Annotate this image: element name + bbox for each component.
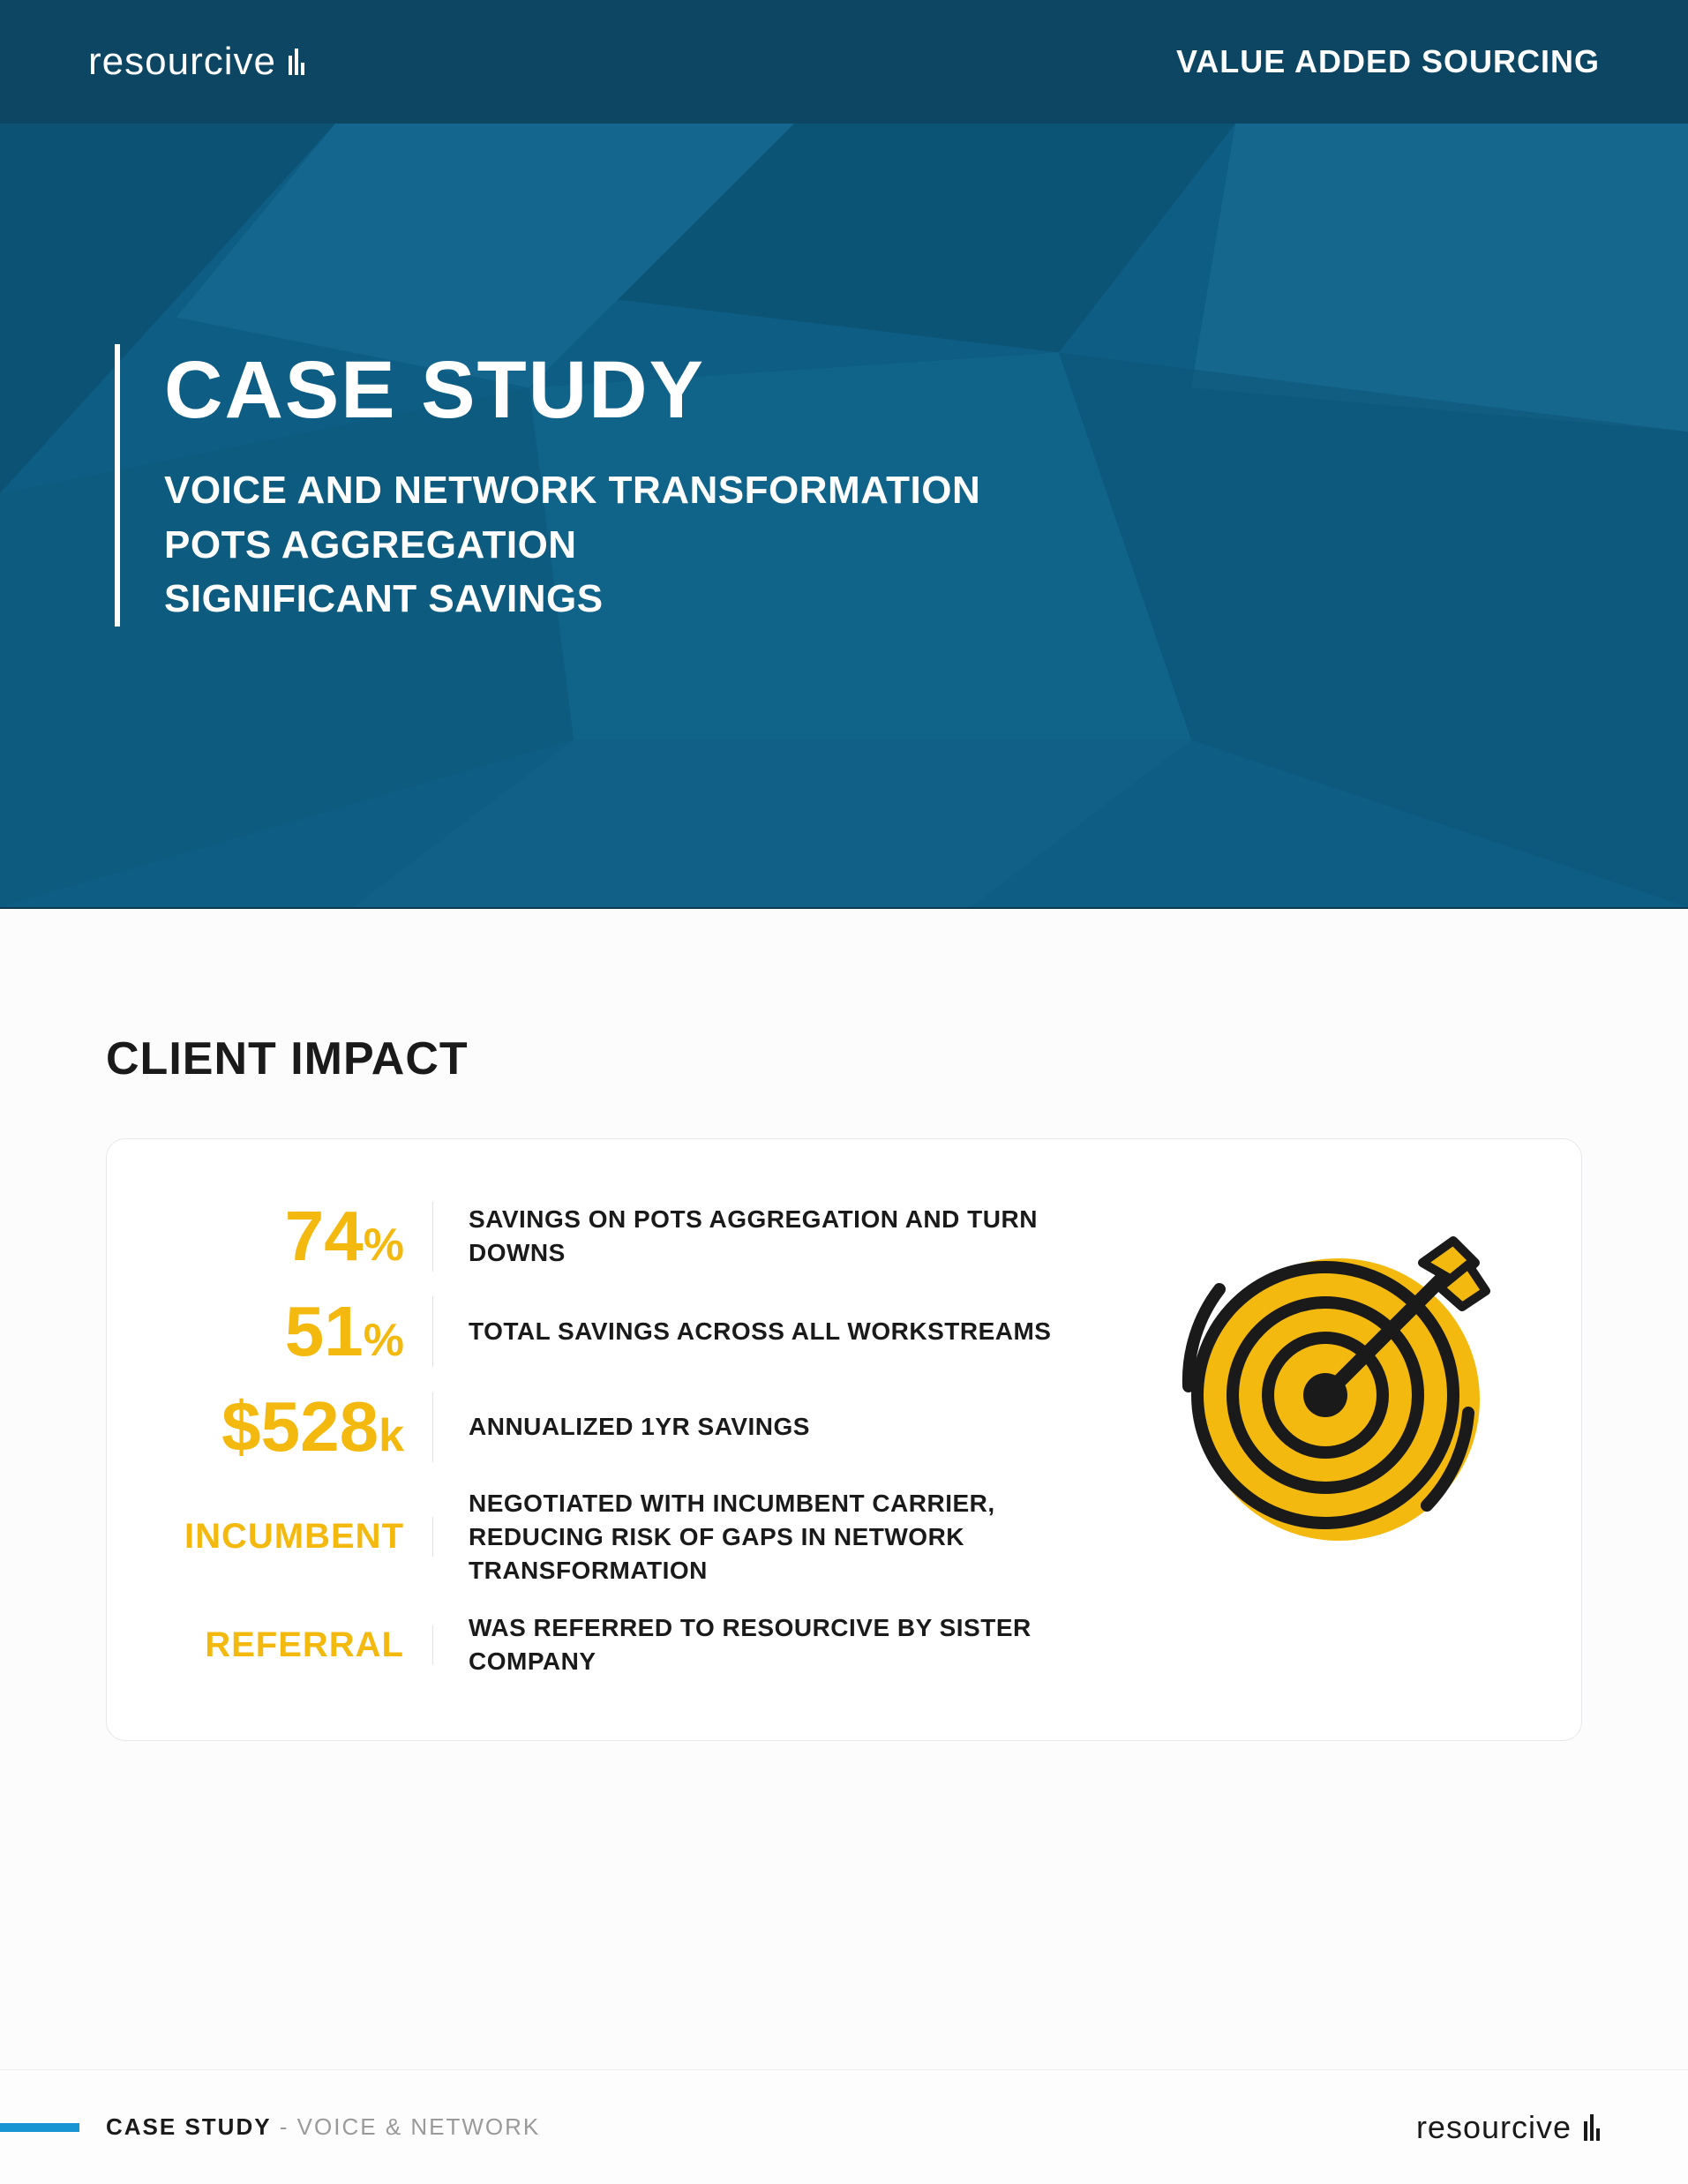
stat-row: REFERRAL WAS REFERRED TO RESOURCIVE BY SI… [160,1611,1087,1678]
stat-desc: ANNUALIZED 1YR SAVINGS [469,1410,1087,1444]
stat-desc: WAS REFERRED TO RESOURCIVE BY SISTER COM… [469,1611,1087,1678]
hero-subtitle: VOICE AND NETWORK TRANSFORMATIONPOTS AGG… [164,463,980,627]
header-tagline: VALUE ADDED SOURCING [1176,43,1600,80]
target-icon [1158,1210,1493,1563]
hero-content: CASE STUDY VOICE AND NETWORK TRANSFORMAT… [115,344,980,627]
header-band: resourcive VALUE ADDED SOURCING [0,0,1688,124]
stat-row: INCUMBENT NEGOTIATED WITH INCUMBENT CARRI… [160,1487,1087,1587]
footer-logo-icon [1584,2114,1600,2141]
brand-logo: resourcive [88,40,304,84]
stat-desc: SAVINGS ON POTS AGGREGATION AND TURN DOW… [469,1203,1087,1270]
footer-left: CASE STUDY - VOICE & NETWORK [0,2113,540,2141]
stat-key: 74% [160,1201,433,1272]
footer-accent-bar [0,2123,79,2132]
stats-column: 74% SAVINGS ON POTS AGGREGATION AND TURN … [160,1201,1087,1678]
footer-logo-text: resourcive [1416,2109,1572,2146]
stat-row: 74% SAVINGS ON POTS AGGREGATION AND TURN … [160,1201,1087,1272]
brand-logo-icon [289,49,304,75]
footer-label-strong: CASE STUDY [106,2113,272,2140]
stat-key: INCUMBENT [160,1517,433,1557]
hero-title: CASE STUDY [164,344,980,437]
stat-row: $528k ANNUALIZED 1YR SAVINGS [160,1392,1087,1462]
hero-banner: CASE STUDY VOICE AND NETWORK TRANSFORMAT… [0,124,1688,909]
footer: CASE STUDY - VOICE & NETWORK resourcive [0,2069,1688,2184]
stat-key: 51% [160,1296,433,1367]
stat-row: 51% TOTAL SAVINGS ACROSS ALL WORKSTREAMS [160,1296,1087,1367]
body-area: CLIENT IMPACT 74% SAVINGS ON POTS AGGREGA… [0,909,1688,2069]
stat-desc: TOTAL SAVINGS ACROSS ALL WORKSTREAMS [469,1315,1087,1348]
footer-label: CASE STUDY - VOICE & NETWORK [106,2113,540,2141]
brand-logo-text: resourcive [88,40,276,84]
stat-key: REFERRAL [160,1625,433,1665]
footer-label-rest: - VOICE & NETWORK [272,2113,541,2140]
target-icon-column [1140,1201,1511,1678]
section-heading: CLIENT IMPACT [106,1032,1582,1085]
page: resourcive VALUE ADDED SOURCING CASE STU… [0,0,1688,2184]
footer-logo: resourcive [1416,2109,1600,2146]
stat-desc: NEGOTIATED WITH INCUMBENT CARRIER, REDUC… [469,1487,1087,1587]
impact-card: 74% SAVINGS ON POTS AGGREGATION AND TURN … [106,1138,1582,1741]
stat-key: $528k [160,1392,433,1462]
